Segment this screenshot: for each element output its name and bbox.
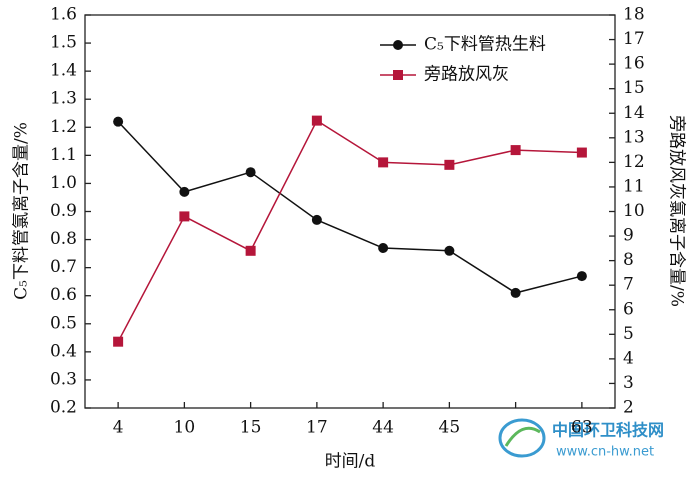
data-point <box>378 242 389 253</box>
legend-label: C₅下料管热生料 <box>424 35 546 55</box>
watermark-url: www.cn-hw.net <box>556 445 654 460</box>
data-point <box>245 245 256 256</box>
y2-tick-label: 14 <box>623 103 645 123</box>
watermark-title: 中国环卫科技网 <box>552 421 664 440</box>
data-point <box>576 147 587 158</box>
x-tick-label: 15 <box>240 418 262 438</box>
y-tick-label: 0.5 <box>50 313 77 333</box>
legend-marker <box>393 40 403 50</box>
x-tick-label: 44 <box>372 418 394 438</box>
y-tick-label: 0.3 <box>50 369 77 389</box>
y2-tick-label: 6 <box>623 299 634 319</box>
watermark-logo-leaf <box>504 426 541 447</box>
y2-tick-label: 13 <box>623 127 645 147</box>
y-tick-label: 0.6 <box>50 285 77 305</box>
y2-tick-label: 16 <box>623 54 645 74</box>
watermark: 中国环卫科技网 www.cn-hw.net <box>498 418 664 460</box>
y-axis-label: C₅下料管氯离子含量/% <box>12 122 32 300</box>
data-point <box>444 159 455 170</box>
data-point <box>378 157 389 168</box>
y2-tick-label: 7 <box>623 275 634 295</box>
x-tick-label: 10 <box>174 418 196 438</box>
y-tick-label: 0.2 <box>50 398 77 418</box>
y2-tick-label: 10 <box>623 201 645 221</box>
series-line <box>117 121 583 294</box>
data-point <box>311 214 322 225</box>
y2-axis-label: 旁路放风灰氯离子含量/% <box>667 115 687 307</box>
legend-marker <box>393 70 403 80</box>
y2-tick-label: 15 <box>623 78 645 98</box>
x-tick-label: 4 <box>113 418 124 438</box>
y-tick-label: 0.9 <box>50 201 77 221</box>
y-tick-label: 1.1 <box>50 145 77 165</box>
series-line <box>117 119 582 343</box>
x-tick-label: 45 <box>439 418 461 438</box>
y2-tick-label: 12 <box>623 152 645 172</box>
data-point <box>179 186 190 197</box>
y-tick-label: 1.6 <box>50 5 77 25</box>
y2-tick-label: 8 <box>623 250 634 270</box>
x-tick-label: 17 <box>306 418 328 438</box>
data-point <box>179 211 190 222</box>
y2-tick-label: 3 <box>623 373 634 393</box>
y-tick-label: 1.2 <box>50 117 77 137</box>
y2-tick-label: 5 <box>623 324 634 344</box>
data-point <box>113 116 124 127</box>
y2-tick-label: 17 <box>623 29 645 49</box>
data-point <box>113 336 124 347</box>
y-tick-label: 1.3 <box>50 89 77 109</box>
data-point <box>444 245 455 256</box>
data-point <box>510 287 521 298</box>
data-point <box>311 115 322 126</box>
y2-tick-label: 2 <box>623 398 634 418</box>
data-point <box>245 167 256 178</box>
y2-tick-label: 18 <box>623 5 645 25</box>
legend-label: 旁路放风灰 <box>424 65 509 85</box>
y-tick-label: 1.0 <box>50 173 77 193</box>
y-tick-label: 0.4 <box>50 341 77 361</box>
x-axis-label: 时间/d <box>325 452 376 472</box>
plot-frame <box>84 14 616 409</box>
y2-tick-label: 11 <box>623 176 645 196</box>
x-tick-label: 63 <box>571 418 593 438</box>
watermark-logo <box>498 418 546 458</box>
y-tick-label: 1.5 <box>50 33 77 53</box>
y2-tick-label: 9 <box>623 226 634 246</box>
y2-tick-label: 4 <box>623 348 634 368</box>
y-tick-label: 0.7 <box>50 257 77 277</box>
y-tick-label: 0.8 <box>50 229 77 249</box>
data-point <box>576 271 587 282</box>
y-tick-label: 1.4 <box>50 61 77 81</box>
data-point <box>510 145 521 156</box>
